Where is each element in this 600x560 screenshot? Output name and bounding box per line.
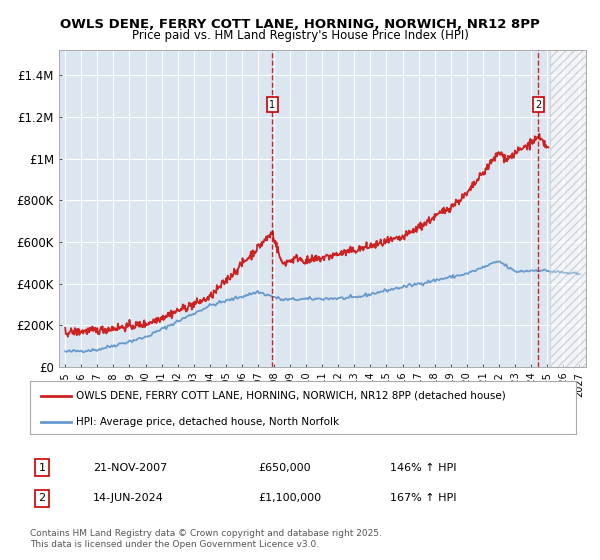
Text: 2: 2 bbox=[38, 493, 46, 503]
Bar bbox=[550, 50, 586, 367]
Text: 14-JUN-2024: 14-JUN-2024 bbox=[93, 493, 164, 503]
Text: £1,100,000: £1,100,000 bbox=[258, 493, 321, 503]
Text: HPI: Average price, detached house, North Norfolk: HPI: Average price, detached house, Nort… bbox=[76, 417, 340, 427]
Text: 167% ↑ HPI: 167% ↑ HPI bbox=[390, 493, 457, 503]
Text: Price paid vs. HM Land Registry's House Price Index (HPI): Price paid vs. HM Land Registry's House … bbox=[131, 29, 469, 42]
Text: Contains HM Land Registry data © Crown copyright and database right 2025.
This d: Contains HM Land Registry data © Crown c… bbox=[30, 529, 382, 549]
Text: £650,000: £650,000 bbox=[258, 463, 311, 473]
Text: 1: 1 bbox=[38, 463, 46, 473]
Text: 1: 1 bbox=[269, 100, 275, 110]
Text: 2: 2 bbox=[535, 100, 542, 110]
Text: 21-NOV-2007: 21-NOV-2007 bbox=[93, 463, 167, 473]
Text: OWLS DENE, FERRY COTT LANE, HORNING, NORWICH, NR12 8PP (detached house): OWLS DENE, FERRY COTT LANE, HORNING, NOR… bbox=[76, 391, 506, 401]
Text: 146% ↑ HPI: 146% ↑ HPI bbox=[390, 463, 457, 473]
Text: OWLS DENE, FERRY COTT LANE, HORNING, NORWICH, NR12 8PP: OWLS DENE, FERRY COTT LANE, HORNING, NOR… bbox=[60, 18, 540, 31]
